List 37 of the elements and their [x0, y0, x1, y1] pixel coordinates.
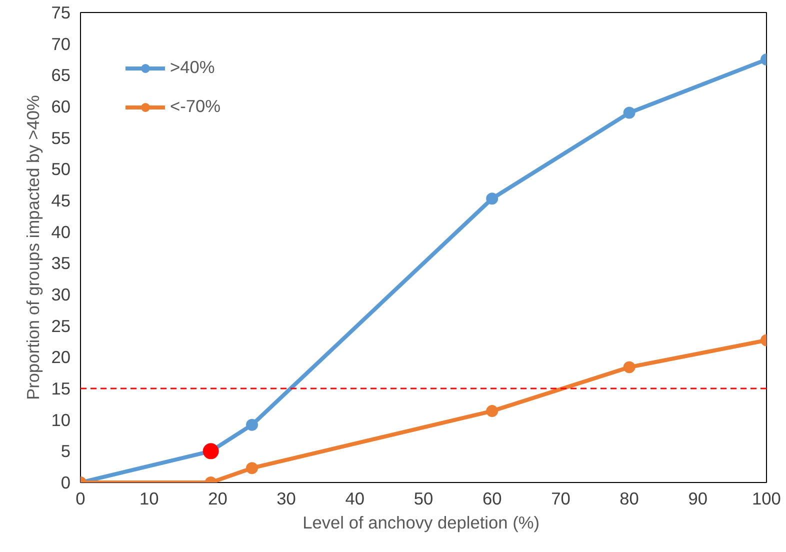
- point: [486, 192, 498, 205]
- x-tick-label: 90: [688, 488, 708, 508]
- y-tick-label: 75: [51, 2, 71, 22]
- point: [246, 462, 258, 474]
- y-tick-label: 40: [51, 222, 71, 242]
- x-tick-label: 70: [551, 488, 570, 508]
- x-tick-label: 60: [482, 488, 502, 508]
- x-tick-label: 0: [76, 488, 86, 508]
- x-tick-label: 80: [620, 488, 639, 508]
- y-tick-label: 50: [51, 159, 71, 180]
- y-tick-label: 0: [60, 472, 71, 492]
- x-tick-label: 50: [414, 488, 434, 508]
- point: [246, 418, 258, 431]
- y-axis-title: Proportion of groups impacted by >40%: [23, 95, 44, 400]
- y-tick-label: 65: [51, 65, 71, 86]
- y-tick-label: 35: [51, 253, 71, 274]
- x-tick-label: 40: [345, 488, 365, 508]
- y-tick-label: 25: [51, 316, 71, 336]
- y-tick-label: 30: [51, 284, 71, 304]
- y-tick-label: 5: [60, 441, 71, 462]
- point: [623, 361, 636, 374]
- x-tick-label: 30: [276, 488, 296, 508]
- y-tick-label: 10: [51, 410, 71, 430]
- y-tick-label: 55: [51, 128, 71, 148]
- point: [486, 405, 498, 418]
- point: [623, 106, 636, 119]
- legend-label: <-70%: [170, 96, 221, 117]
- y-tick-label: 15: [51, 378, 71, 398]
- x-tick-label: 20: [208, 488, 228, 508]
- x-tick-label: 10: [139, 488, 159, 508]
- y-tick-label: 60: [51, 96, 71, 116]
- y-tick-label: 70: [51, 34, 71, 54]
- x-axis-title: Level of anchovy depletion (%): [302, 512, 540, 532]
- y-tick-label: 45: [51, 190, 71, 210]
- x-tick-label: 100: [752, 488, 781, 508]
- legend-label: >40%: [170, 57, 215, 78]
- y-tick-label: 20: [51, 347, 71, 368]
